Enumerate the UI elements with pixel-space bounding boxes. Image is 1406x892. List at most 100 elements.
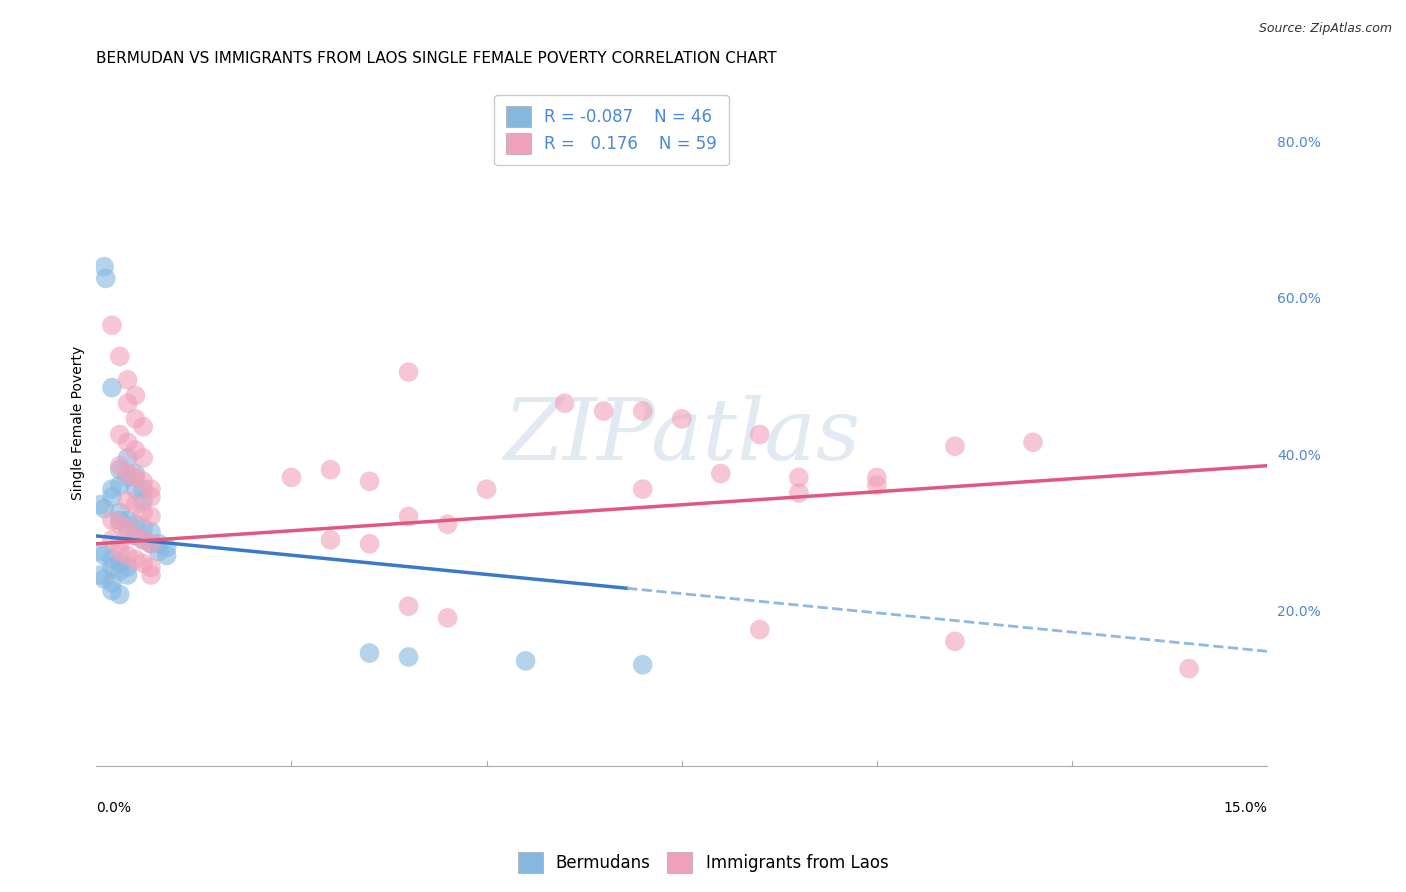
- Point: [398, 599, 420, 614]
- Point: [108, 462, 131, 476]
- Point: [139, 490, 162, 504]
- Point: [139, 537, 162, 551]
- Point: [554, 396, 576, 410]
- Point: [117, 560, 139, 574]
- Point: [155, 541, 177, 555]
- Point: [787, 470, 810, 484]
- Point: [148, 544, 170, 558]
- Point: [108, 517, 131, 532]
- Point: [132, 482, 155, 496]
- Point: [132, 533, 155, 547]
- Legend: R = -0.087    N = 46, R =   0.176    N = 59: R = -0.087 N = 46, R = 0.176 N = 59: [495, 95, 728, 165]
- Point: [710, 467, 733, 481]
- Point: [139, 524, 162, 539]
- Point: [280, 470, 302, 484]
- Point: [124, 482, 146, 496]
- Point: [108, 506, 131, 520]
- Point: [108, 564, 131, 578]
- Point: [943, 439, 966, 453]
- Point: [124, 552, 146, 566]
- Point: [93, 572, 115, 586]
- Point: [94, 271, 117, 285]
- Point: [132, 533, 155, 547]
- Point: [93, 260, 115, 274]
- Point: [515, 654, 537, 668]
- Point: [117, 513, 139, 527]
- Point: [1022, 435, 1045, 450]
- Point: [108, 458, 131, 473]
- Point: [101, 482, 124, 496]
- Point: [132, 475, 155, 489]
- Point: [108, 427, 131, 442]
- Point: [117, 467, 139, 481]
- Point: [475, 482, 498, 496]
- Point: [748, 427, 770, 442]
- Point: [101, 560, 124, 574]
- Point: [101, 490, 124, 504]
- Point: [319, 533, 342, 547]
- Point: [155, 549, 177, 563]
- Point: [124, 467, 146, 481]
- Point: [943, 634, 966, 648]
- Text: 15.0%: 15.0%: [1223, 800, 1267, 814]
- Point: [93, 549, 115, 563]
- Point: [139, 482, 162, 496]
- Point: [89, 568, 111, 582]
- Point: [101, 513, 124, 527]
- Point: [108, 587, 131, 601]
- Point: [89, 544, 111, 558]
- Point: [139, 568, 162, 582]
- Point: [89, 498, 111, 512]
- Point: [139, 537, 162, 551]
- Point: [101, 318, 124, 333]
- Point: [319, 462, 342, 476]
- Point: [101, 533, 124, 547]
- Point: [436, 611, 458, 625]
- Point: [132, 556, 155, 570]
- Point: [671, 412, 693, 426]
- Point: [117, 549, 139, 563]
- Legend: Bermudans, Immigrants from Laos: Bermudans, Immigrants from Laos: [510, 846, 896, 880]
- Point: [148, 537, 170, 551]
- Point: [124, 529, 146, 543]
- Point: [124, 388, 146, 402]
- Y-axis label: Single Female Poverty: Single Female Poverty: [72, 346, 86, 500]
- Point: [101, 583, 124, 598]
- Point: [398, 649, 420, 664]
- Point: [117, 568, 139, 582]
- Point: [359, 537, 381, 551]
- Point: [139, 509, 162, 524]
- Point: [359, 475, 381, 489]
- Point: [124, 498, 146, 512]
- Point: [124, 443, 146, 458]
- Point: [101, 552, 124, 566]
- Point: [117, 521, 139, 535]
- Point: [1178, 662, 1201, 676]
- Point: [592, 404, 614, 418]
- Point: [108, 544, 131, 558]
- Point: [108, 537, 131, 551]
- Point: [866, 470, 889, 484]
- Point: [132, 493, 155, 508]
- Point: [132, 450, 155, 465]
- Point: [108, 350, 131, 364]
- Point: [631, 404, 654, 418]
- Point: [124, 470, 146, 484]
- Point: [124, 412, 146, 426]
- Point: [124, 517, 146, 532]
- Point: [132, 419, 155, 434]
- Text: 0.0%: 0.0%: [97, 800, 131, 814]
- Point: [436, 517, 458, 532]
- Point: [631, 482, 654, 496]
- Point: [93, 501, 115, 516]
- Text: ZIPatlas: ZIPatlas: [503, 395, 860, 478]
- Point: [787, 486, 810, 500]
- Point: [132, 521, 155, 535]
- Point: [108, 556, 131, 570]
- Point: [866, 478, 889, 492]
- Point: [101, 575, 124, 590]
- Point: [117, 493, 139, 508]
- Point: [117, 450, 139, 465]
- Text: Source: ZipAtlas.com: Source: ZipAtlas.com: [1258, 22, 1392, 36]
- Point: [108, 513, 131, 527]
